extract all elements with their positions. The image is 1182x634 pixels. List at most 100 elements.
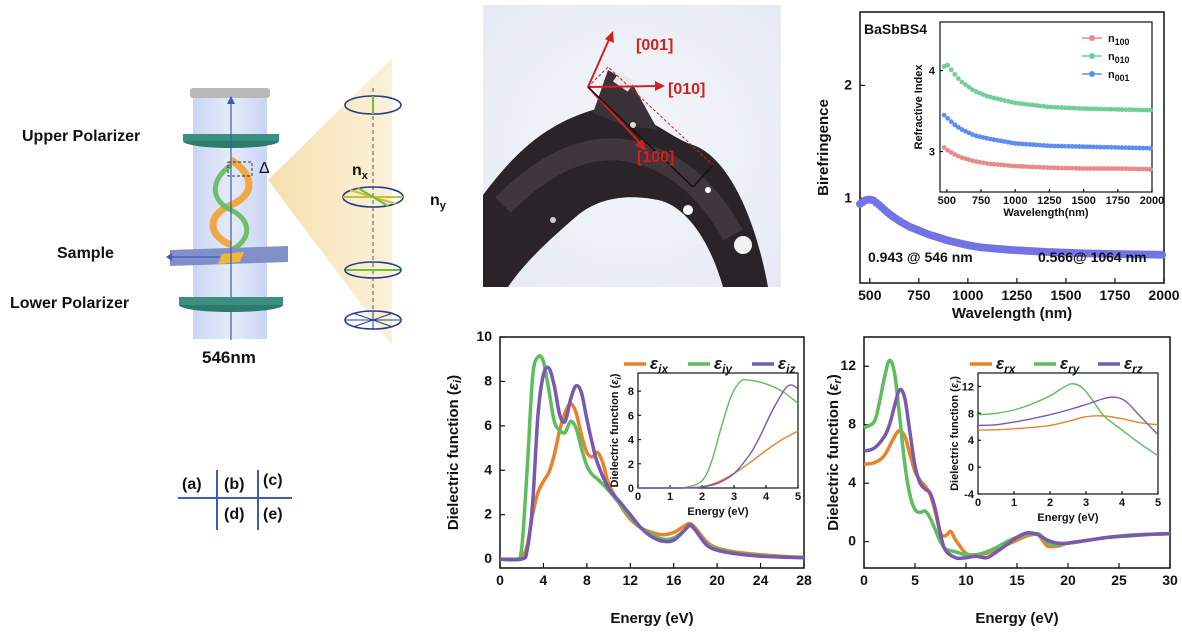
diel-real-inset-xlabel: Energy (eV)	[1037, 512, 1098, 524]
bire-inset-point-0	[980, 160, 986, 166]
bire-inset-point-2	[1098, 144, 1103, 150]
bire-inset-point-2	[963, 128, 968, 134]
bire-inset-point-0	[1005, 163, 1011, 168]
diel-imag-xtick-label: 28	[796, 572, 812, 588]
panel-b-crystal-photo: [001] [010] [100]	[483, 5, 781, 287]
bire-ylabel: Birefringence	[815, 99, 832, 196]
diel-real-ylabel-text: Dielectric function (	[825, 391, 842, 531]
diel-imag-xtick-label: 8	[583, 572, 591, 588]
bire-inset-point-0	[1108, 166, 1114, 171]
bire-inset-point-2	[1108, 144, 1114, 150]
bire-inset-xtick-label: 500	[938, 195, 956, 207]
diel-real-legend-sub: rx	[1004, 362, 1017, 376]
dir-010-label: [010]	[668, 81, 706, 98]
bire-inset-point-2	[1005, 139, 1011, 145]
diel-imag-ytick-label: 10	[476, 328, 492, 344]
bire-inset-point-1	[955, 76, 961, 81]
panel-c-birefringence-chart: 500 750 1000 1250 1500 1750 2000 1 2 Wavelength (…	[810, 0, 1182, 325]
key-a: (a)	[182, 476, 202, 493]
bire-inset-point-2	[984, 135, 990, 141]
bire-inset-point-2	[1140, 145, 1146, 151]
bire-inset-legend-name: n	[1108, 33, 1115, 45]
bire-inset-legend-marker	[1089, 71, 1095, 77]
bire-inset-point-2	[1144, 145, 1150, 151]
diel-imag-inset-xtick-label: 3	[731, 491, 737, 503]
bire-inset-point-1	[970, 87, 975, 93]
bire-inset-point-2	[945, 115, 951, 121]
diel-real-inset-xtick-label: 4	[1119, 497, 1126, 509]
bire-inset-point-1	[1066, 105, 1071, 111]
diel-real-ytick-label: 4	[848, 474, 856, 490]
indicatrix-box-black-2	[692, 164, 714, 188]
bire-inset-point-1	[1126, 107, 1132, 113]
diel-real-legend-label: εry	[1060, 354, 1081, 376]
diel-imag-xtick-label: 4	[540, 572, 548, 588]
bire-inset-point-1	[1091, 106, 1096, 112]
bire-inset-point-2	[1027, 142, 1032, 147]
bire-inset-point-2	[1105, 144, 1111, 150]
diel-real-ytick-label: 0	[848, 533, 856, 549]
diel-real-xtick-label: 20	[1060, 572, 1076, 588]
bire-inset-point-2	[1101, 144, 1107, 150]
bire-inset-point-2	[966, 130, 972, 136]
diel-real-xtick-label: 30	[1162, 572, 1178, 588]
bire-inset-point-0	[1037, 164, 1043, 170]
bire-inset-point-0	[1076, 166, 1082, 171]
diel-imag-ytick-label: 2	[484, 506, 492, 522]
diel-real-legend-name: ε	[996, 354, 1005, 373]
diel-real-ytick-label: 12	[840, 357, 856, 373]
diel-real-legend-name: ε	[1124, 354, 1133, 373]
layout-key-vline-2	[257, 470, 259, 530]
bire-inset-point-1	[1048, 104, 1054, 110]
diel-imag-legend-label: εiz	[778, 354, 795, 376]
bire-inset-point-1	[1027, 102, 1032, 108]
bire-inset-point-0	[973, 159, 979, 164]
diel-imag-ylabel-symbol: ε	[445, 382, 462, 390]
diel-imag-inset-xlabel: Energy (eV)	[687, 506, 748, 518]
bire-inset-point-0	[977, 159, 983, 165]
bire-inset-point-1	[966, 84, 972, 90]
key-b: (b)	[224, 476, 245, 493]
diel-imag-inset-xtick-label: 2	[699, 491, 705, 503]
bire-inset-xtick-label: 750	[972, 195, 990, 207]
bire-inset-point-1	[1133, 107, 1139, 113]
bire-inset-point-1	[1041, 103, 1047, 109]
upper-polarizer-label: Upper Polarizer	[22, 128, 141, 145]
bire-inset-xtick-label: 1500	[1071, 195, 1095, 207]
bire-inset-point-2	[1002, 139, 1007, 144]
bire-inset-point-0	[1034, 164, 1039, 170]
bire-inset-point-2	[1147, 145, 1153, 151]
diel-real-legend-sub: ry	[1068, 362, 1081, 376]
bire-inset-point-1	[948, 67, 954, 73]
bire-xtick-label: 1500	[1050, 287, 1081, 303]
bire-inset-point-0	[1083, 166, 1089, 171]
bire-inset-point-1	[945, 62, 951, 68]
bire-inset-point-0	[945, 147, 951, 153]
bire-inset-point-2	[995, 137, 1000, 143]
bire-inset-point-2	[955, 124, 961, 130]
crystal-tip	[593, 70, 658, 130]
panel-d-imaginary-dielectric-chart: 0 4 8 12 16 20 24 28 0 2 4 6 8 10 Energy (eV) Dielectri…	[440, 325, 820, 629]
diel-real-inset-ylabel-close: )	[949, 376, 961, 380]
diel-real-xtick-label: 25	[1111, 572, 1127, 588]
bire-inset-point-1	[1044, 104, 1050, 110]
bire-inset-point-2	[1012, 141, 1018, 146]
bire-inset-point-1	[1087, 106, 1093, 112]
diel-imag-xtick-label: 16	[666, 572, 682, 588]
bire-inset-point-1	[1098, 106, 1103, 112]
arrow-001	[587, 34, 612, 88]
diel-imag-xlabel: Energy (eV)	[610, 610, 693, 627]
bire-inset-point-2	[1019, 141, 1025, 147]
bire-inset-point-1	[959, 79, 965, 85]
diel-imag-ytick-label: 8	[484, 372, 492, 388]
bire-inset-point-0	[1066, 165, 1071, 171]
bire-inset-legend-name: n	[1108, 51, 1115, 63]
bire-xtick-label: 1250	[1001, 287, 1032, 303]
bire-inset-xtick-label: 1250	[1037, 195, 1061, 207]
bire-inset-point-0	[1019, 164, 1025, 169]
bire-ytick-label: 2	[844, 76, 852, 92]
diel-real-inset-ytick-label: 12	[962, 381, 974, 393]
bire-inset-point-0	[1027, 164, 1032, 170]
bire-inset-point-1	[963, 82, 968, 87]
